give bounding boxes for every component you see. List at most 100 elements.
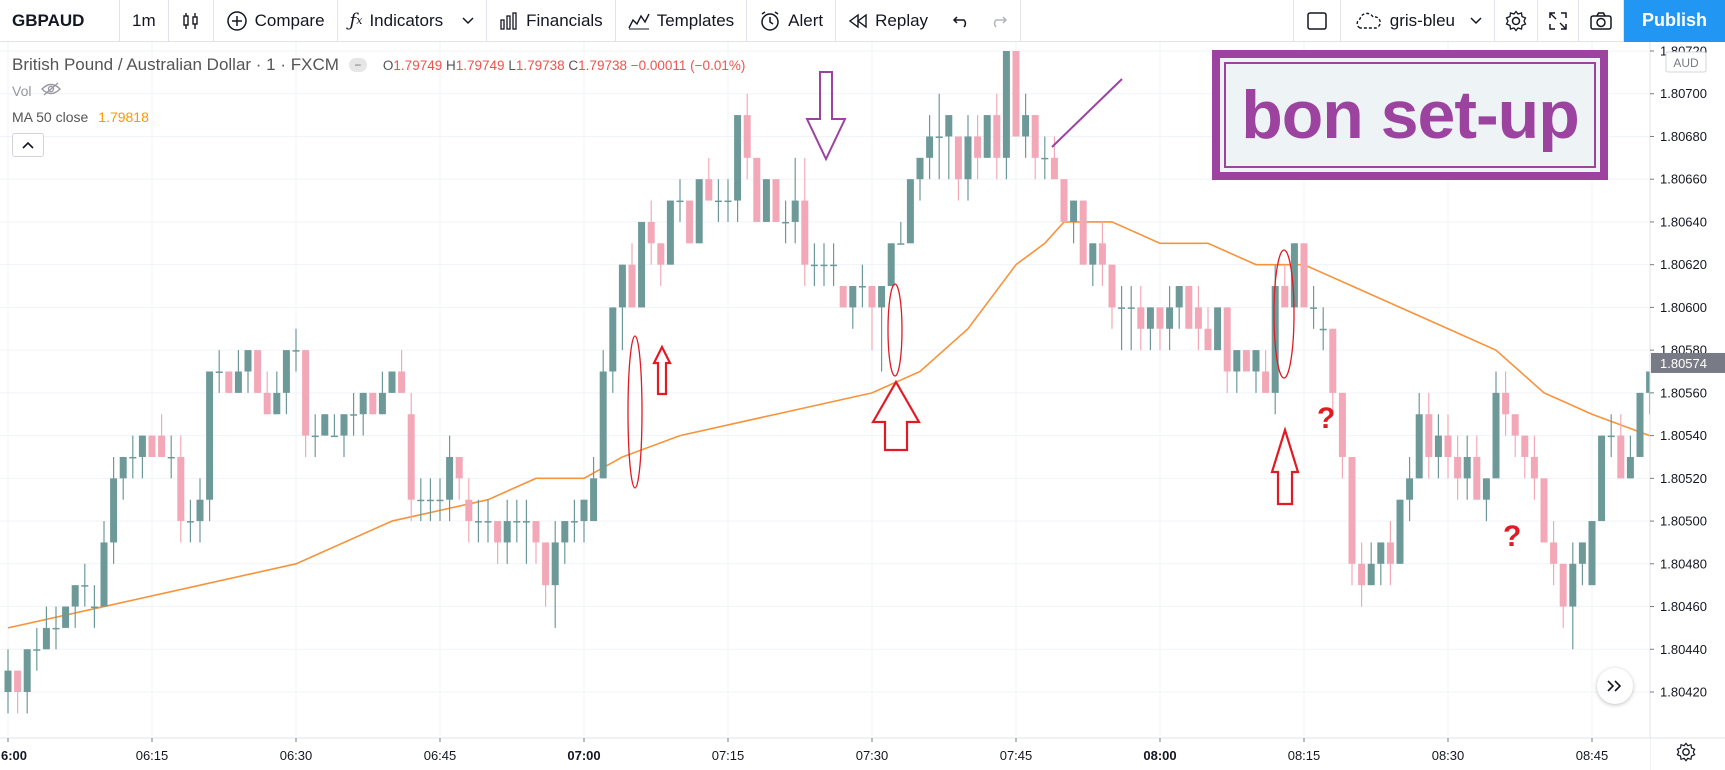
candle: [897, 221, 905, 245]
scroll-to-realtime-button[interactable]: [1597, 668, 1633, 704]
candle: [292, 328, 300, 372]
chart-type-button[interactable]: [169, 0, 214, 42]
question-mark-1[interactable]: ?: [1317, 402, 1336, 435]
financials-button[interactable]: Financials: [487, 0, 616, 42]
ohlc-l-label: L: [508, 57, 516, 73]
symbol-label: GBPAUD: [12, 10, 85, 30]
candle-body: [580, 499, 588, 522]
price-tick-label: 1.80520: [1660, 471, 1707, 486]
currency-label: AUD: [1673, 56, 1699, 70]
candle-body: [782, 221, 790, 224]
minus-icon[interactable]: −: [348, 58, 367, 72]
candle-body: [820, 264, 828, 267]
candle-body: [14, 670, 22, 692]
compare-button[interactable]: Compare: [214, 0, 338, 42]
setup-annotation-box[interactable]: bon set-up: [1212, 50, 1608, 180]
candle-body: [369, 392, 377, 415]
publish-label: Publish: [1641, 10, 1707, 30]
time-axis-bg: [0, 738, 1650, 770]
candle: [849, 286, 857, 329]
chevron-down-icon[interactable]: [1470, 16, 1482, 25]
candle-body: [1146, 307, 1154, 329]
layout-square-button[interactable]: [1292, 0, 1341, 42]
settings-button[interactable]: [1495, 0, 1538, 42]
replay-button[interactable]: Replay: [836, 0, 940, 42]
candle: [657, 243, 665, 287]
candle-body: [302, 350, 310, 436]
snapshot-button[interactable]: [1579, 0, 1624, 42]
candle-body: [417, 499, 425, 502]
candle: [983, 115, 991, 158]
question-mark-2[interactable]: ?: [1503, 520, 1522, 553]
price-tick-label: 1.80500: [1660, 514, 1707, 529]
candle-body: [1156, 307, 1164, 329]
candle-body: [897, 243, 905, 245]
candle-body: [1598, 435, 1606, 522]
candle: [129, 435, 137, 479]
publish-button[interactable]: Publish: [1623, 0, 1725, 42]
layout-save-button[interactable]: gris-bleu: [1341, 0, 1495, 42]
candle: [1511, 414, 1519, 457]
candle: [542, 542, 550, 607]
ma-label[interactable]: MA 50 close: [12, 109, 89, 125]
candle-body: [1482, 478, 1490, 500]
candle: [628, 243, 636, 308]
templates-icon: [628, 12, 650, 30]
ohlc-close: 1.79738: [578, 57, 627, 73]
chart-settings-gear[interactable]: [1676, 742, 1696, 767]
redo-icon[interactable]: [988, 13, 1008, 29]
candle: [1242, 350, 1250, 372]
candle: [974, 115, 982, 180]
candle: [244, 350, 252, 393]
candle: [1521, 435, 1529, 479]
symbol-search[interactable]: GBPAUD: [0, 0, 120, 42]
candle: [1530, 435, 1538, 500]
replay-label: Replay: [875, 10, 929, 30]
candle-body: [801, 200, 809, 265]
candle-body: [628, 264, 636, 308]
fullscreen-button[interactable]: [1538, 0, 1579, 42]
interval-button[interactable]: 1m: [120, 0, 169, 42]
candle: [215, 350, 223, 393]
time-tick-label: 07:15: [712, 748, 745, 763]
legend-title: British Pound / Australian Dollar · 1 · …: [12, 55, 339, 74]
candle-body: [1185, 286, 1193, 329]
eye-hidden-icon[interactable]: [41, 82, 62, 101]
candle: [474, 499, 482, 543]
candle-body: [138, 435, 146, 457]
candle-body: [1012, 51, 1020, 137]
chevron-down-icon[interactable]: [462, 16, 474, 25]
candle-body: [1386, 542, 1394, 564]
candle: [695, 179, 703, 244]
down-arrow-purple: [805, 71, 847, 162]
time-tick-label: 06:45: [424, 748, 457, 763]
alert-button[interactable]: Alert: [747, 0, 837, 42]
undo-redo-group: [940, 0, 1022, 42]
candle-body: [1367, 563, 1375, 586]
undo-icon[interactable]: [952, 13, 972, 29]
candle: [465, 478, 473, 543]
candle: [964, 115, 972, 201]
volume-label[interactable]: Vol: [12, 83, 32, 99]
candle: [638, 221, 646, 308]
candle-body: [311, 435, 319, 438]
candle: [782, 200, 790, 244]
candle: [1137, 286, 1145, 351]
price-tick-label: 1.80600: [1660, 300, 1707, 315]
legend-collapse-button[interactable]: [12, 133, 44, 157]
candle-body: [398, 371, 406, 393]
time-tick-label: 08:30: [1432, 748, 1465, 763]
templates-button[interactable]: Templates: [616, 0, 748, 42]
candle: [1338, 392, 1346, 479]
candle-body: [532, 521, 540, 543]
candle-body: [100, 542, 108, 607]
candle: [1079, 200, 1087, 265]
price-chart[interactable]: 1.80420 1.80440 1.80460 1.80480 1.80500 1.805…: [0, 42, 1725, 770]
candle: [868, 286, 876, 351]
candle: [446, 435, 454, 522]
candle: [417, 478, 425, 522]
price-tick-label: 1.80540: [1660, 428, 1707, 443]
candle-body: [954, 136, 962, 180]
candle-body: [71, 585, 79, 607]
